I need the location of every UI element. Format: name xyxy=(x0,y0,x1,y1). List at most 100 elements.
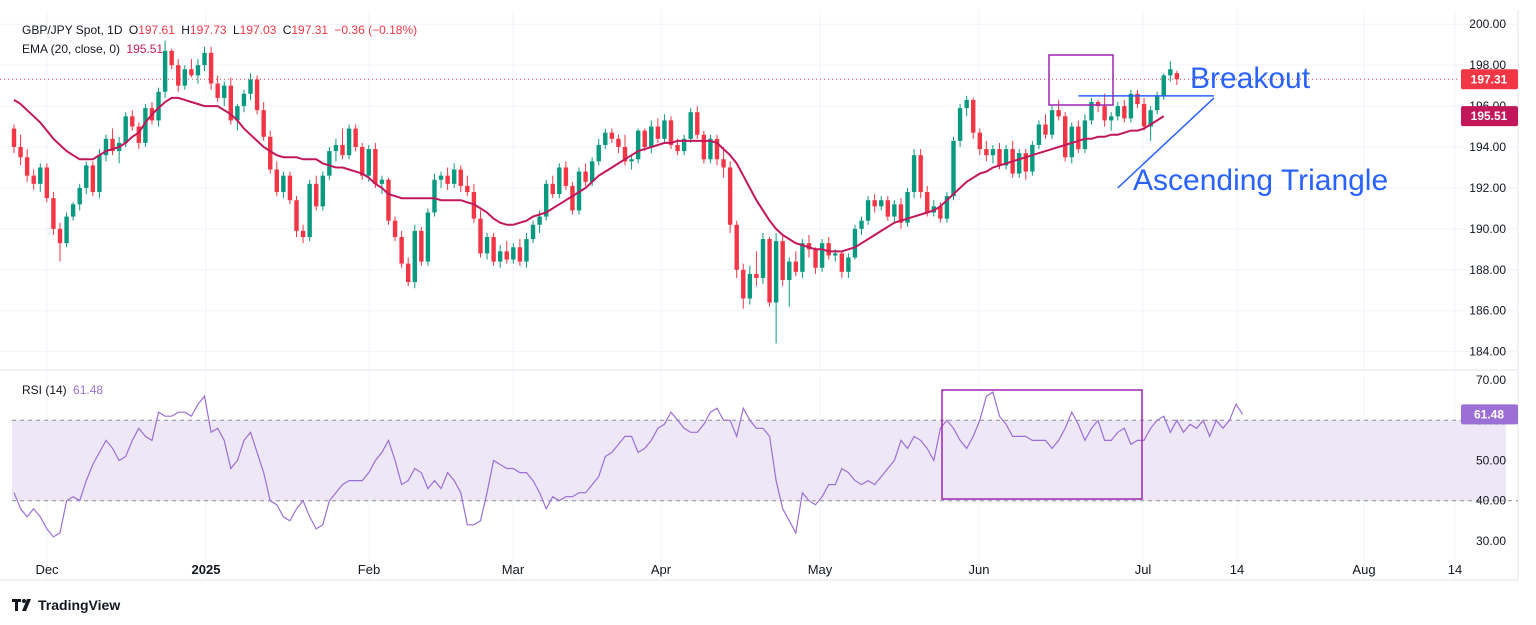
candle-body xyxy=(208,52,214,84)
candle-body xyxy=(819,243,825,268)
candle-body xyxy=(504,251,509,260)
candle xyxy=(162,40,168,98)
candle xyxy=(248,73,253,100)
time-axis-label: Apr xyxy=(651,562,672,577)
candle-body xyxy=(103,138,109,156)
ema-label: EMA (20, close, 0) xyxy=(22,42,121,56)
candle xyxy=(780,234,785,287)
candle-body xyxy=(11,128,17,148)
high-value: 197.73 xyxy=(189,23,227,37)
candle-body xyxy=(1128,93,1134,119)
ema-20-line xyxy=(13,96,1165,253)
time-axis-label: 2025 xyxy=(192,562,221,577)
time-axis-label: Aug xyxy=(1352,562,1375,577)
candle-body xyxy=(616,138,621,148)
candle xyxy=(1168,61,1173,82)
candle xyxy=(635,128,641,164)
candle-body xyxy=(57,228,63,244)
candle xyxy=(550,175,555,199)
candle-body xyxy=(84,165,89,188)
candle-body xyxy=(1115,106,1120,117)
tradingview-logo[interactable]: TradingView xyxy=(12,597,120,613)
candle xyxy=(708,134,713,164)
candle-body xyxy=(688,112,693,139)
candle-body xyxy=(1154,95,1160,111)
candle xyxy=(215,75,220,102)
candle-body xyxy=(793,261,799,272)
candle-body xyxy=(727,167,733,225)
time-axis-label: 14 xyxy=(1230,562,1244,577)
candle xyxy=(826,237,831,260)
ema-price-tag-bg xyxy=(1461,106,1518,127)
candle-body xyxy=(741,269,746,299)
candle-body xyxy=(327,151,332,176)
candle xyxy=(1141,97,1147,131)
candle xyxy=(754,251,759,287)
candle xyxy=(84,161,89,195)
candle-body xyxy=(971,99,976,133)
rsi-axis-label: 40.00 xyxy=(1476,494,1506,508)
candle xyxy=(662,114,667,143)
ema-price-tag: 195.51 xyxy=(1461,106,1518,127)
candle xyxy=(714,134,720,166)
candle xyxy=(596,138,601,166)
candle xyxy=(1108,112,1114,131)
candle-body xyxy=(609,132,615,139)
candle-body xyxy=(938,206,943,219)
last-price-tag-text: 197.31 xyxy=(1471,72,1508,86)
candle xyxy=(182,65,188,90)
candle-body xyxy=(97,155,102,193)
candle-body xyxy=(373,149,378,184)
candle xyxy=(767,237,772,307)
candle-body xyxy=(419,230,424,262)
high-label: H xyxy=(181,23,190,37)
candle-body xyxy=(346,128,352,156)
candle-body xyxy=(195,65,201,76)
candle-body xyxy=(143,108,148,143)
candle xyxy=(241,89,247,113)
candle xyxy=(819,239,825,272)
candle-body xyxy=(1095,101,1101,107)
candle xyxy=(918,149,923,199)
candle-body xyxy=(701,134,707,160)
candle xyxy=(458,165,463,193)
candle xyxy=(971,97,976,139)
candle xyxy=(340,128,345,160)
candle-body xyxy=(215,83,220,98)
price-axis-label: 190.00 xyxy=(1469,222,1506,236)
candle xyxy=(747,265,753,305)
candle xyxy=(314,175,319,211)
candle-body xyxy=(360,147,365,176)
candle-body xyxy=(90,165,96,193)
candle-body xyxy=(18,147,23,158)
breakout-annotation: Breakout xyxy=(1190,62,1311,95)
candle-body xyxy=(977,132,982,150)
candle-body xyxy=(235,106,240,121)
candle-body xyxy=(911,155,917,193)
candle xyxy=(1023,149,1028,180)
candle-body xyxy=(24,157,30,176)
candle xyxy=(721,147,726,178)
candle xyxy=(116,136,122,164)
tradingview-brand: TradingView xyxy=(38,597,121,613)
candle-body xyxy=(511,247,516,260)
candle-body xyxy=(451,169,457,184)
candle-body xyxy=(228,85,234,121)
change-value: −0.36 (−0.18%) xyxy=(334,23,418,37)
candle-body xyxy=(984,149,989,156)
candle xyxy=(143,104,148,148)
candle xyxy=(793,251,799,276)
candle xyxy=(885,196,891,221)
candle-body xyxy=(406,263,411,283)
candle xyxy=(386,177,391,225)
candle-body xyxy=(1063,116,1068,158)
candle xyxy=(294,196,299,238)
candle-body xyxy=(432,179,437,213)
open-label: O xyxy=(128,23,139,37)
candle-body xyxy=(1161,75,1166,96)
candle-body xyxy=(957,108,963,141)
candle xyxy=(787,257,792,307)
candle-body xyxy=(497,251,503,262)
candle xyxy=(773,232,779,344)
